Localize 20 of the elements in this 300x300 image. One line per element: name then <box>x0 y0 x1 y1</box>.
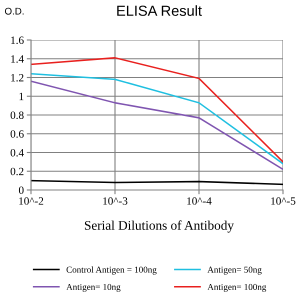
legend-label: Antigen= 50ng <box>207 266 262 275</box>
chart-title: ELISA Result <box>117 5 202 16</box>
x-tick-label: 10^-3 <box>103 197 128 205</box>
y-tick-label: 1.4 <box>11 55 24 63</box>
x-tick-label: 10^-2 <box>19 197 44 205</box>
x-tick-label: 10^-4 <box>187 197 212 205</box>
y-tick-label: 0.8 <box>10 111 24 120</box>
x-axis-title: Serial Dilutions of Antibody <box>84 220 234 233</box>
legend-label: Control Antigen = 100ng <box>66 266 157 275</box>
y-axis-title: O.D. <box>4 8 24 15</box>
y-tick-label: 0.6 <box>10 130 24 138</box>
y-tick-label: 1.2 <box>11 74 24 82</box>
y-tick-label: 0.4 <box>10 148 24 157</box>
y-tick-label: 1.6 <box>11 36 24 44</box>
legend-label: Antigen= 10ng <box>66 284 120 292</box>
y-tick-label: 1 <box>19 92 24 100</box>
legend-label: Antigen= 100ng <box>207 284 266 292</box>
y-tick-label: 0.2 <box>10 168 24 176</box>
x-tick-label: 10^-5 <box>271 197 296 205</box>
y-tick-label: 0 <box>18 186 24 194</box>
